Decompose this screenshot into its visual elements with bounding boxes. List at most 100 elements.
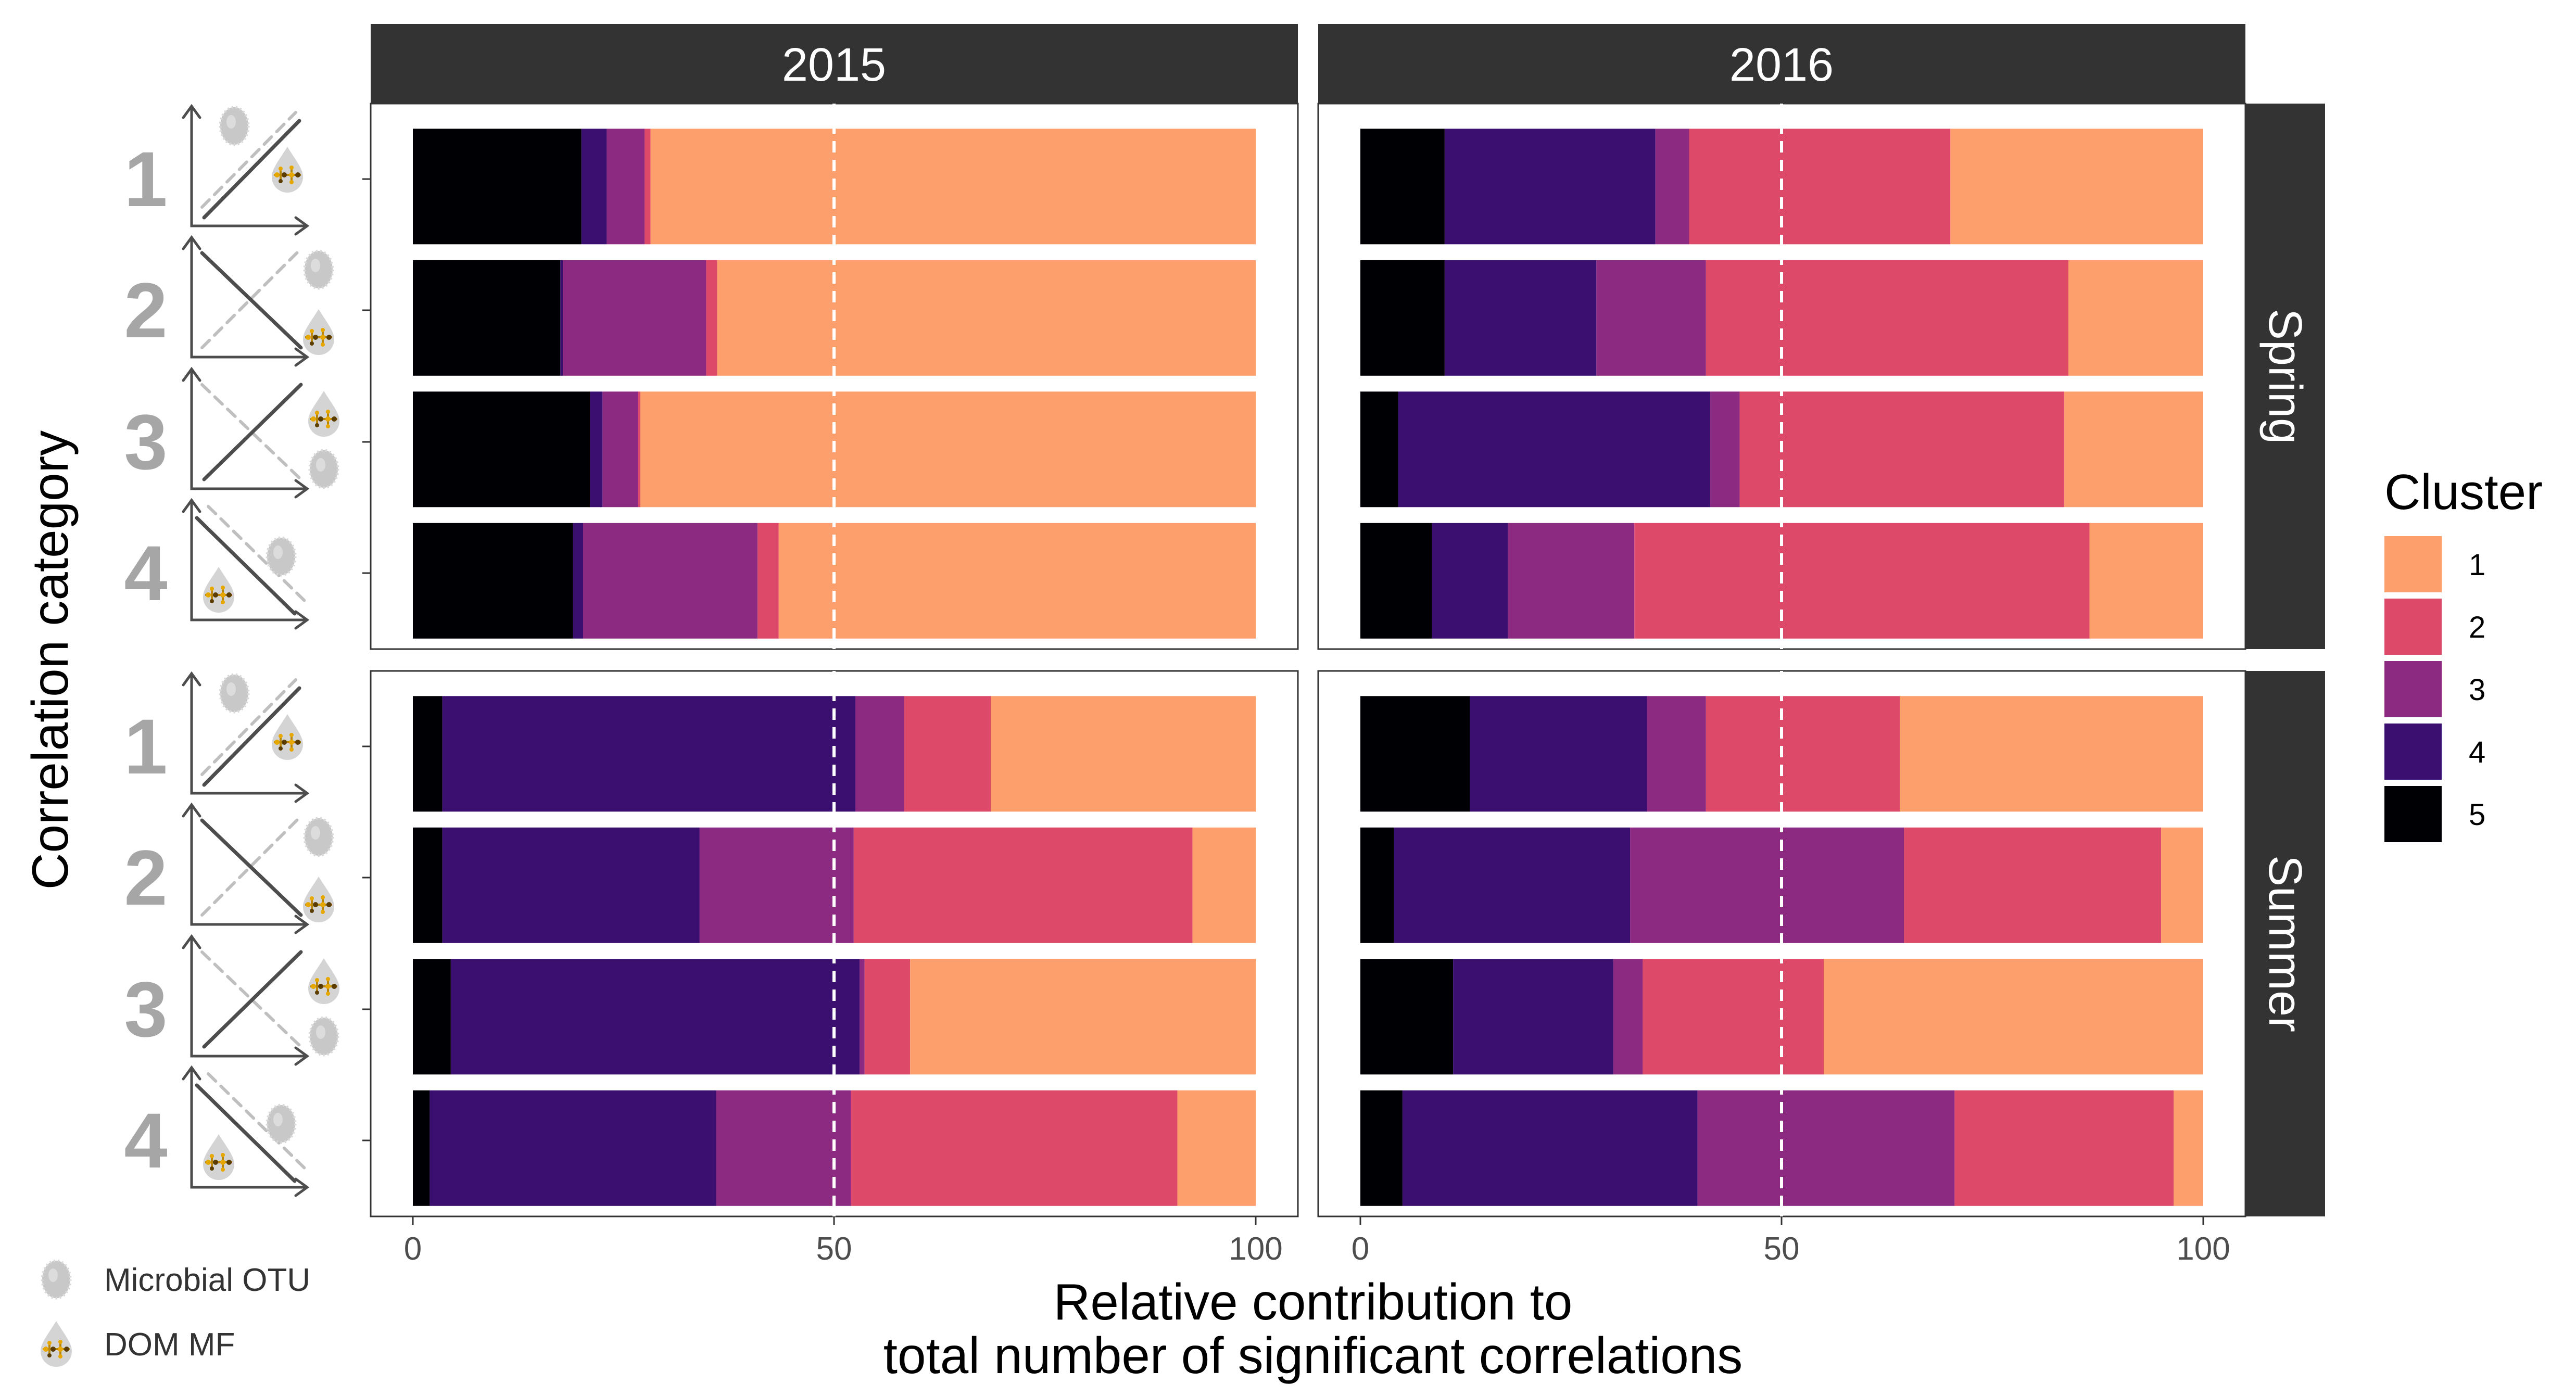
- bar-segment-2015-spring-cat2-cluster5: [413, 260, 561, 376]
- dom-mf-icon: [271, 146, 304, 194]
- bar-segment-2016-spring-cat2-cluster5: [1360, 260, 1445, 376]
- strip-label-2015: 2015: [782, 39, 886, 91]
- bar-segment-2016-summer-cat1-cluster5: [1360, 696, 1470, 812]
- bar-segment-2015-summer-cat3-cluster1: [910, 959, 1256, 1075]
- bar-segment-2015-spring-cat2-cluster1: [717, 260, 1256, 376]
- bar-segment-2015-summer-cat3-cluster3: [860, 959, 865, 1075]
- icon-legend: Microbial OTU DOM MF: [40, 1261, 310, 1368]
- bar-segment-2015-spring-cat3-cluster5: [413, 391, 590, 507]
- bar-segment-2015-spring-cat1-cluster3: [607, 129, 645, 245]
- microbial-otu-icon: [310, 1018, 338, 1055]
- x-axes: 0 50 100 0 50 100: [404, 1216, 2230, 1267]
- bar-segment-2016-spring-cat3-cluster1: [2064, 391, 2203, 507]
- bar-segment-2015-spring-cat1-cluster4: [581, 129, 607, 245]
- category-glyph-summer-1: 1: [124, 671, 310, 803]
- x-axis-title-line2: total number of significant correlations: [883, 1327, 1743, 1384]
- bar-segment-2015-spring-cat2-cluster4: [560, 260, 563, 376]
- bar-segment-2015-summer-cat2-cluster1: [1192, 827, 1256, 943]
- bar-segment-2015-summer-cat2-cluster2: [853, 827, 1193, 943]
- bar-segment-2016-summer-cat4-cluster2: [1954, 1090, 2174, 1206]
- category-number: 2: [124, 266, 167, 354]
- negative-correlation-icon: [182, 802, 310, 934]
- bar-segment-2016-spring-cat2-cluster4: [1444, 260, 1597, 376]
- bar-segment-2016-spring-cat1-cluster3: [1655, 129, 1689, 245]
- category-number: 2: [124, 834, 167, 921]
- strip-summer: [2245, 671, 2325, 1216]
- dom-mf-icon: [40, 1320, 73, 1368]
- bar-segment-2015-spring-cat3-cluster4: [590, 391, 603, 507]
- x-tick-label-2015-0: 0: [404, 1231, 422, 1267]
- y-ticks: [362, 178, 371, 1141]
- bar-segment-2016-summer-cat3-cluster2: [1643, 959, 1824, 1075]
- bar-segment-2015-spring-cat3-cluster3: [602, 391, 638, 507]
- dom-mf-icon: [202, 566, 235, 614]
- strip-spring: [2245, 104, 2325, 649]
- icon-legend-label-dom: DOM MF: [104, 1327, 235, 1363]
- category-glyph-spring-3: 3: [124, 366, 340, 499]
- dom-mf-icon: [307, 390, 340, 438]
- legend-title: Cluster: [2384, 464, 2543, 520]
- microbial-otu-icon: [42, 1261, 70, 1298]
- positive-correlation-icon: [182, 671, 310, 803]
- legend: Cluster 1 2 3 4 5: [2384, 464, 2543, 842]
- bar-segment-2015-spring-cat4-cluster5: [413, 523, 573, 639]
- bar-segment-2015-spring-cat4-cluster1: [778, 523, 1256, 639]
- legend-label-cluster-4: 4: [2469, 735, 2485, 769]
- bar-segment-2015-summer-cat2-cluster3: [699, 827, 854, 943]
- bar-segment-2016-spring-cat1-cluster4: [1444, 129, 1656, 245]
- category-glyph-summer-4: 4: [124, 1065, 310, 1197]
- category-number: 3: [124, 398, 167, 486]
- bar-segment-2015-summer-cat3-cluster2: [864, 959, 911, 1075]
- category-number: 1: [124, 135, 167, 223]
- x-tick-label-2016-100: 100: [2176, 1231, 2230, 1267]
- bar-segment-2015-summer-cat4-cluster5: [413, 1090, 430, 1206]
- bar-segment-2015-summer-cat1-cluster5: [413, 696, 443, 812]
- microbial-otu-icon: [305, 251, 333, 288]
- bar-segment-2016-summer-cat4-cluster1: [2174, 1090, 2203, 1206]
- bar-segment-2015-summer-cat4-cluster4: [430, 1090, 716, 1206]
- category-glyph-spring-1: 1: [124, 104, 310, 236]
- category-number: 1: [124, 703, 167, 790]
- microbial-otu-icon: [305, 818, 333, 856]
- bar-segment-2016-summer-cat2-cluster3: [1630, 827, 1904, 943]
- bar-segment-2015-spring-cat3-cluster1: [640, 391, 1256, 507]
- legend-key-cluster-1: [2384, 536, 2442, 592]
- x-tick-label-2016-50: 50: [1764, 1231, 1800, 1267]
- legend-label-cluster-3: 3: [2469, 673, 2485, 707]
- strip-2015: [371, 24, 1298, 104]
- bar-segment-2015-summer-cat1-cluster3: [855, 696, 904, 812]
- x-tick-label-2015-100: 100: [1229, 1231, 1282, 1267]
- bar-segment-2016-summer-cat4-cluster5: [1360, 1090, 1403, 1206]
- bar-segment-2016-spring-cat4-cluster1: [2089, 523, 2203, 639]
- y-axis-title: Correlation category: [21, 430, 79, 890]
- bar-segment-2016-spring-cat3-cluster2: [1739, 391, 2064, 507]
- bar-segment-2016-summer-cat3-cluster1: [1824, 959, 2203, 1075]
- category-number: 4: [124, 1097, 167, 1184]
- bar-segment-2016-summer-cat2-cluster1: [2161, 827, 2203, 943]
- microbial-otu-icon: [220, 107, 248, 145]
- bar-segment-2016-spring-cat1-cluster2: [1689, 129, 1951, 245]
- bar-segment-2015-spring-cat4-cluster2: [757, 523, 779, 639]
- strip-label-summer: Summer: [2259, 855, 2311, 1032]
- bar-segment-2015-spring-cat1-cluster1: [650, 129, 1256, 245]
- negative-crossing-icon: [182, 1065, 310, 1197]
- dom-mf-icon: [302, 875, 335, 923]
- bar-segment-2016-summer-cat1-cluster1: [1900, 696, 2203, 812]
- bar-segment-2016-spring-cat1-cluster1: [1950, 129, 2203, 245]
- bar-segment-2015-spring-cat2-cluster2: [706, 260, 717, 376]
- x-tick-label-2015-50: 50: [816, 1231, 852, 1267]
- legend-key-cluster-4: [2384, 724, 2442, 780]
- bar-segment-2015-spring-cat2-cluster3: [563, 260, 706, 376]
- bar-segment-2016-spring-cat4-cluster3: [1508, 523, 1635, 639]
- bar-segment-2016-summer-cat3-cluster4: [1453, 959, 1613, 1075]
- strip-label-2016: 2016: [1729, 39, 1834, 91]
- negative-crossing-icon: [182, 498, 310, 630]
- category-glyph-summer-3: 3: [124, 934, 340, 1066]
- bar-segment-2016-summer-cat1-cluster2: [1706, 696, 1900, 812]
- bar-segment-2016-summer-cat3-cluster3: [1613, 959, 1643, 1075]
- bar-segment-2016-summer-cat1-cluster3: [1647, 696, 1706, 812]
- strip-label-spring: Spring: [2259, 309, 2311, 444]
- bar-segment-2016-spring-cat3-cluster5: [1360, 391, 1398, 507]
- bar-segment-2015-spring-cat3-cluster2: [638, 391, 641, 507]
